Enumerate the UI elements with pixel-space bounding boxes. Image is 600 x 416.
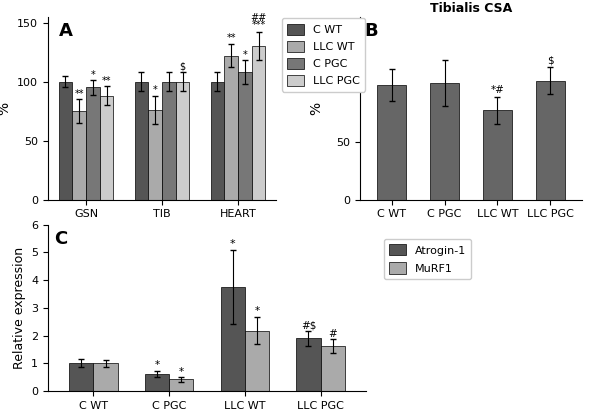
Text: $: $ [547,56,554,66]
Bar [320,346,345,391]
Bar [221,287,245,391]
Bar [169,379,193,391]
Bar [176,82,190,200]
Title: Tibialis CSA: Tibialis CSA [430,2,512,15]
Bar [211,82,224,200]
Legend: C WT, LLC WT, C PGC, LLC PGC: C WT, LLC WT, C PGC, LLC PGC [281,18,365,92]
Bar [536,81,565,200]
Text: **: ** [102,76,111,86]
Bar [430,83,459,200]
Text: #$: #$ [301,320,316,330]
Text: *: * [254,307,260,317]
Bar [86,87,100,200]
Bar [377,85,406,200]
Bar [296,338,320,391]
Y-axis label: %: % [310,102,324,115]
Text: B: B [364,22,378,40]
Bar [145,374,169,391]
Bar [59,82,73,200]
Text: *: * [242,50,247,60]
Text: C: C [55,230,68,248]
Text: *#: *# [490,85,505,95]
Bar [100,96,113,200]
Text: *: * [179,367,184,377]
Legend: Atrogin-1, MuRF1: Atrogin-1, MuRF1 [383,238,472,279]
Bar [224,56,238,200]
Bar [94,363,118,391]
Y-axis label: %: % [0,102,12,115]
Text: *: * [153,85,158,95]
Text: *: * [91,70,95,80]
Y-axis label: Relative expression: Relative expression [13,247,26,369]
Text: *: * [154,360,160,370]
Bar [251,46,265,200]
Text: *: * [230,239,236,249]
Bar [245,331,269,391]
Bar [134,82,148,200]
Text: ##: ## [250,13,266,23]
Text: $: $ [179,62,185,72]
Bar [69,363,94,391]
Text: ***: *** [251,20,266,30]
Bar [483,110,512,200]
Bar [73,111,86,200]
Bar [238,72,251,200]
Text: **: ** [74,89,84,99]
Text: A: A [59,22,73,40]
Text: #: # [328,329,337,339]
Text: **: ** [226,33,236,43]
Bar [148,110,162,200]
Bar [162,82,176,200]
